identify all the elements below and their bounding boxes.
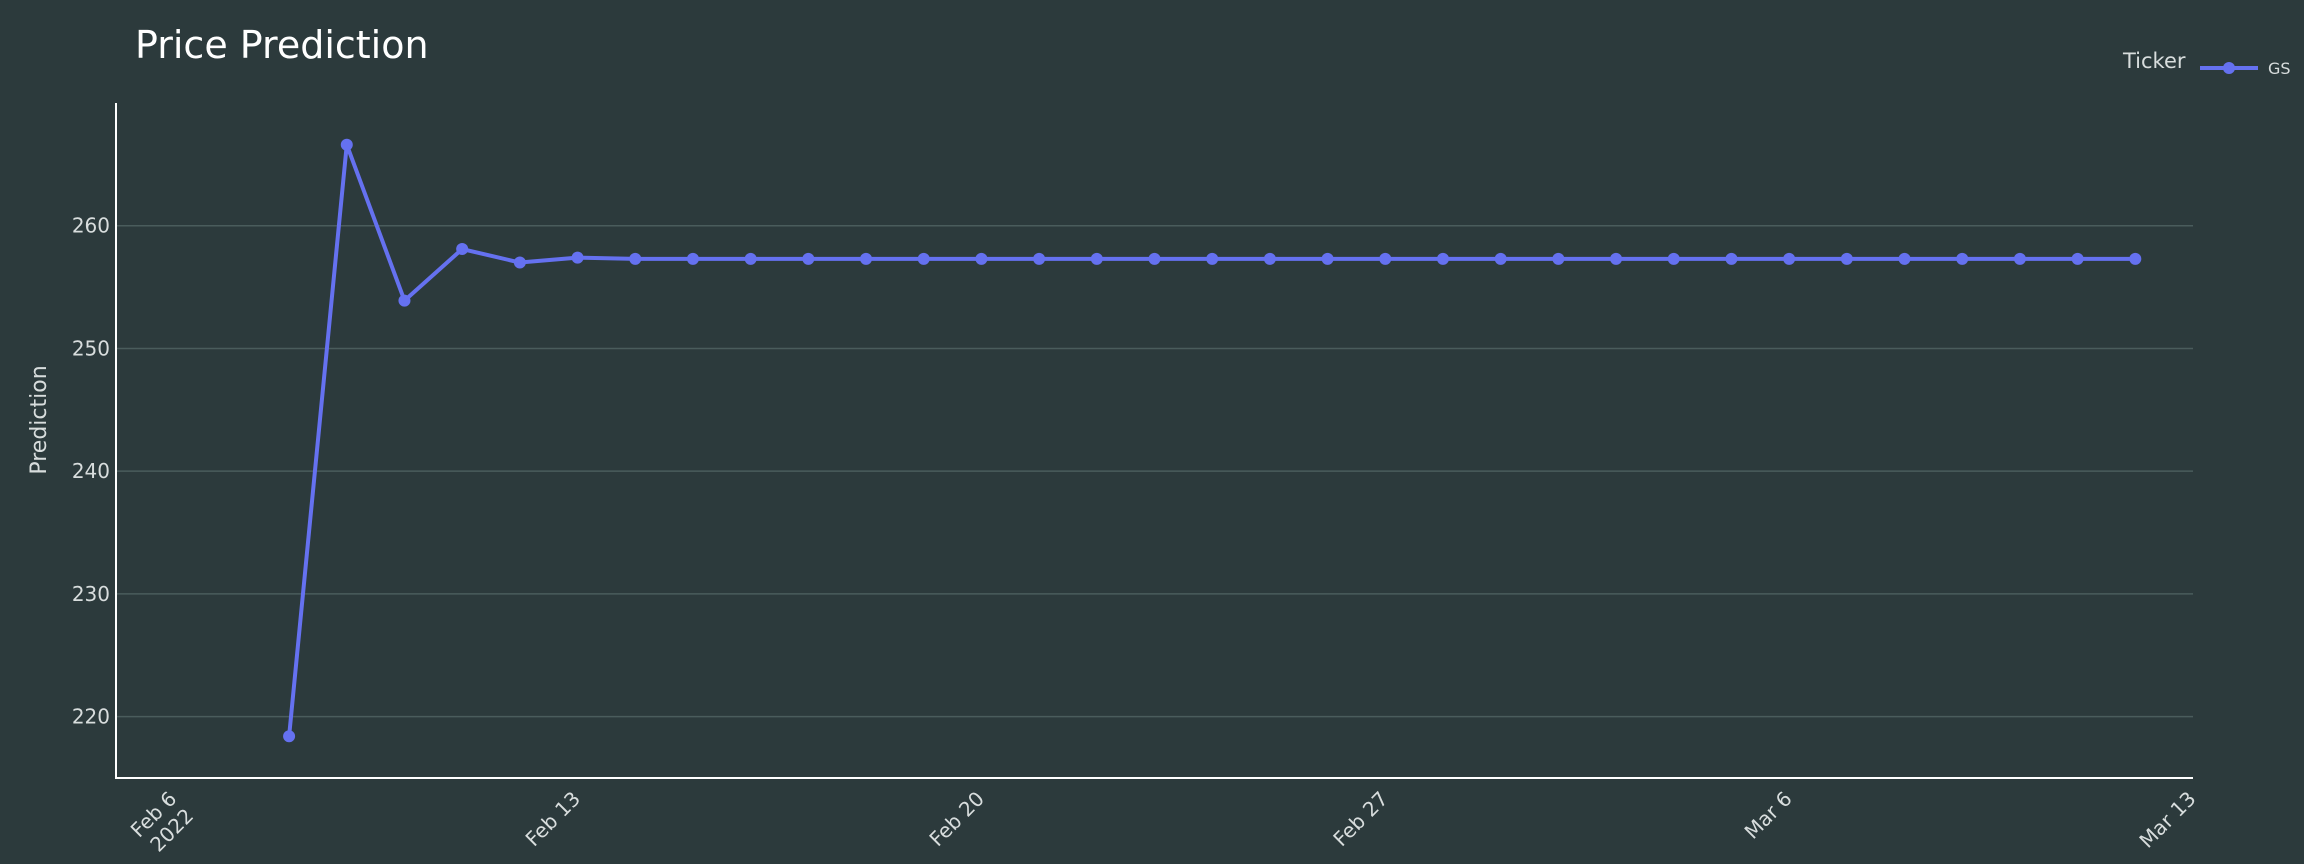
data-point[interactable]: [1090, 252, 1103, 265]
data-point[interactable]: [513, 256, 526, 269]
data-point[interactable]: [1033, 252, 1046, 265]
gridlines: [116, 224, 2193, 718]
data-point[interactable]: [1956, 252, 1969, 265]
data-point[interactable]: [802, 252, 815, 265]
chart-title: Price Prediction: [135, 23, 429, 67]
data-point[interactable]: [1725, 252, 1738, 265]
y-tick-labels: 220 230 240 250 260: [72, 214, 110, 729]
x-tick-label-line: Feb 27: [1328, 787, 1393, 852]
data-point[interactable]: [2071, 252, 2084, 265]
y-tick-label: 260: [72, 214, 110, 238]
data-point[interactable]: [398, 294, 411, 307]
legend-marker-icon: [2223, 62, 2235, 74]
data-point[interactable]: [1783, 252, 1796, 265]
x-tick-label: Feb 62022: [126, 787, 198, 859]
data-point[interactable]: [1898, 252, 1911, 265]
series-line-gs: [287, 142, 2136, 737]
legend[interactable]: Ticker GS: [2122, 49, 2291, 78]
series-layer: [283, 138, 2142, 743]
x-tick-label: Feb 13: [521, 787, 586, 852]
data-point[interactable]: [1321, 252, 1334, 265]
data-point[interactable]: [340, 138, 353, 151]
data-point[interactable]: [629, 252, 642, 265]
legend-title: Ticker: [2122, 49, 2186, 73]
data-point[interactable]: [1494, 252, 1507, 265]
x-tick-label-line: Mar 13: [2134, 787, 2200, 853]
data-point[interactable]: [1148, 252, 1161, 265]
y-tick-label: 240: [72, 459, 110, 483]
y-tick-label: 220: [72, 705, 110, 729]
x-tick-labels: Feb 62022 Feb 13 Feb 20 Feb 27 Mar 6 Mar 13: [126, 787, 2201, 859]
x-tick-label-line: Feb 13: [521, 787, 586, 852]
data-point[interactable]: [1263, 252, 1276, 265]
data-point[interactable]: [2129, 252, 2142, 265]
data-point[interactable]: [1840, 252, 1853, 265]
data-point[interactable]: [571, 251, 584, 264]
legend-label-gs[interactable]: GS: [2268, 59, 2291, 78]
data-point[interactable]: [975, 252, 988, 265]
data-point[interactable]: [1436, 252, 1449, 265]
data-point[interactable]: [2013, 252, 2026, 265]
data-point[interactable]: [860, 252, 873, 265]
x-tick-label: Feb 27: [1328, 787, 1393, 852]
data-point[interactable]: [744, 252, 757, 265]
data-point[interactable]: [1206, 252, 1219, 265]
data-point[interactable]: [1379, 252, 1392, 265]
x-tick-label-line: Feb 20: [924, 787, 989, 852]
x-tick-label: Feb 20: [924, 787, 989, 852]
x-tick-label-line: Mar 6: [1740, 787, 1797, 844]
data-point[interactable]: [456, 243, 469, 256]
data-point[interactable]: [686, 252, 699, 265]
data-point[interactable]: [917, 252, 930, 265]
data-point[interactable]: [1610, 252, 1623, 265]
y-tick-label: 230: [72, 582, 110, 606]
data-point[interactable]: [1552, 252, 1565, 265]
x-tick-label: Mar 13: [2134, 787, 2200, 853]
y-tick-label: 250: [72, 336, 110, 360]
data-point[interactable]: [283, 730, 296, 743]
y-axis-label: Prediction: [27, 365, 52, 474]
data-point[interactable]: [1667, 252, 1680, 265]
x-tick-label: Mar 6: [1740, 787, 1797, 844]
